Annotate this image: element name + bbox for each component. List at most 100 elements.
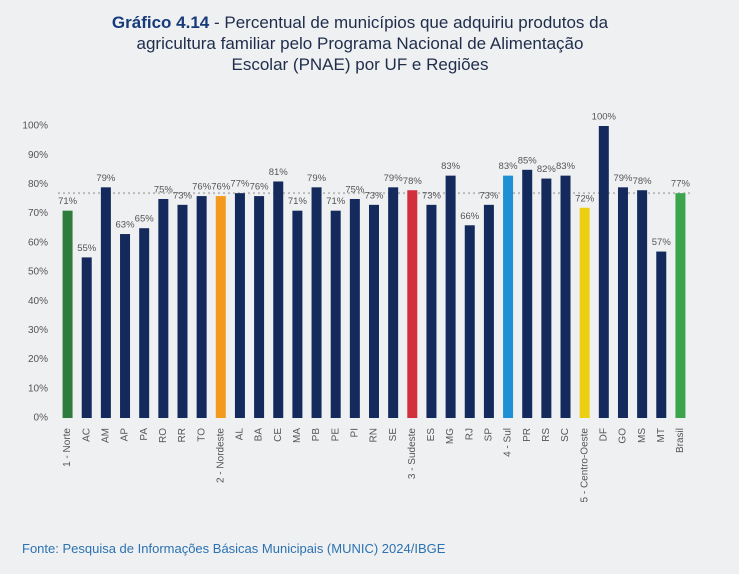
- bar: [598, 126, 609, 418]
- x-tick-label: MS: [637, 428, 648, 443]
- y-tick-label: 40%: [28, 296, 48, 307]
- value-label: 73%: [364, 190, 384, 201]
- value-label: 77%: [671, 179, 691, 190]
- bar: [464, 225, 475, 418]
- bar: [311, 187, 322, 418]
- bar: [503, 175, 514, 418]
- y-tick-label: 90%: [28, 150, 48, 161]
- x-tick-label: 2 - Nordeste: [215, 428, 226, 483]
- value-label: 83%: [441, 161, 461, 172]
- value-label: 82%: [537, 164, 557, 175]
- value-label: 73%: [173, 190, 193, 201]
- value-label: 76%: [250, 182, 270, 193]
- bar: [349, 199, 360, 418]
- x-tick-label: MT: [656, 428, 667, 442]
- y-tick-label: 70%: [28, 208, 48, 219]
- bar: [215, 196, 226, 418]
- value-label: 76%: [211, 182, 231, 193]
- value-label: 77%: [230, 179, 250, 190]
- bar: [560, 175, 571, 418]
- value-label: 100%: [592, 112, 617, 123]
- value-label: 63%: [116, 220, 136, 231]
- value-label: 78%: [633, 176, 653, 187]
- x-tick-label: AC: [81, 428, 92, 442]
- bar: [139, 228, 150, 418]
- y-tick-label: 10%: [28, 383, 48, 394]
- x-tick-label: ES: [426, 428, 437, 442]
- value-label: 66%: [460, 211, 480, 222]
- x-tick-label: RN: [369, 428, 380, 442]
- bar: [637, 190, 648, 418]
- x-tick-label: SC: [560, 428, 571, 442]
- x-tick-label: RS: [541, 428, 552, 442]
- value-label: 71%: [288, 196, 308, 207]
- x-tick-label: 1 - Norte: [62, 428, 73, 467]
- bar: [120, 234, 131, 418]
- bar: [675, 193, 686, 418]
- bar: [388, 187, 399, 418]
- value-label: 65%: [135, 214, 155, 225]
- bar: [445, 175, 456, 418]
- x-tick-label: SP: [484, 428, 495, 442]
- y-tick-label: 0%: [34, 413, 49, 424]
- y-tick-label: 100%: [22, 121, 48, 132]
- source: Fonte: Pesquisa de Informações Básicas M…: [22, 541, 446, 556]
- value-label: 79%: [307, 173, 327, 184]
- x-tick-label: PB: [311, 428, 322, 442]
- x-tick-label: PA: [139, 428, 150, 441]
- value-label: 55%: [77, 243, 97, 254]
- y-tick-label: 20%: [28, 354, 48, 365]
- title-text: - Percentual de municípios que adquiriu …: [136, 13, 609, 74]
- bar: [407, 190, 418, 418]
- bar: [579, 207, 590, 418]
- value-label: 75%: [345, 185, 365, 196]
- value-label: 71%: [58, 196, 78, 207]
- x-tick-label: RJ: [464, 428, 475, 440]
- x-tick-label: SE: [388, 428, 399, 442]
- bar: [292, 210, 303, 418]
- bar: [100, 187, 111, 418]
- bar: [330, 210, 341, 418]
- x-tick-label: GO: [618, 428, 629, 444]
- value-label: 85%: [518, 155, 538, 166]
- bar: [273, 181, 284, 418]
- bar: [522, 169, 533, 418]
- value-label: 78%: [403, 176, 423, 187]
- x-tick-label: Brasil: [675, 428, 686, 453]
- x-tick-label: PR: [522, 428, 533, 442]
- bar: [426, 204, 437, 418]
- bar: [62, 210, 73, 418]
- bar: [369, 204, 379, 418]
- bar: [158, 199, 169, 418]
- x-tick-label: RR: [177, 428, 188, 442]
- bar: [81, 257, 92, 418]
- bar: [177, 204, 188, 418]
- value-label: 76%: [192, 182, 212, 193]
- x-tick-label: MA: [292, 428, 303, 443]
- x-tick-label: AM: [101, 428, 112, 443]
- value-label: 73%: [422, 190, 442, 201]
- x-tick-label: MG: [445, 428, 456, 444]
- value-label: 83%: [499, 161, 519, 172]
- title-label: Gráfico 4.14: [111, 13, 210, 32]
- bar: [656, 251, 667, 418]
- x-tick-label: TO: [196, 428, 207, 442]
- x-tick-label: CE: [273, 428, 284, 442]
- value-label: 79%: [96, 173, 116, 184]
- y-tick-label: 80%: [28, 179, 48, 190]
- x-tick-label: AL: [235, 428, 246, 441]
- bar: [483, 204, 494, 418]
- y-tick-label: 60%: [28, 237, 48, 248]
- bar: [617, 187, 628, 418]
- value-label: 83%: [556, 161, 576, 172]
- value-label: 72%: [575, 193, 595, 204]
- bar: [196, 196, 207, 418]
- chart-title: Gráfico 4.14 - Percentual de municípios …: [110, 12, 610, 75]
- value-label: 75%: [154, 185, 174, 196]
- bar: [541, 178, 552, 418]
- y-tick-label: 50%: [28, 267, 48, 278]
- bar: [254, 196, 265, 418]
- value-label: 71%: [326, 196, 346, 207]
- x-tick-label: 5 - Centro-Oeste: [579, 428, 590, 503]
- value-label: 79%: [613, 173, 633, 184]
